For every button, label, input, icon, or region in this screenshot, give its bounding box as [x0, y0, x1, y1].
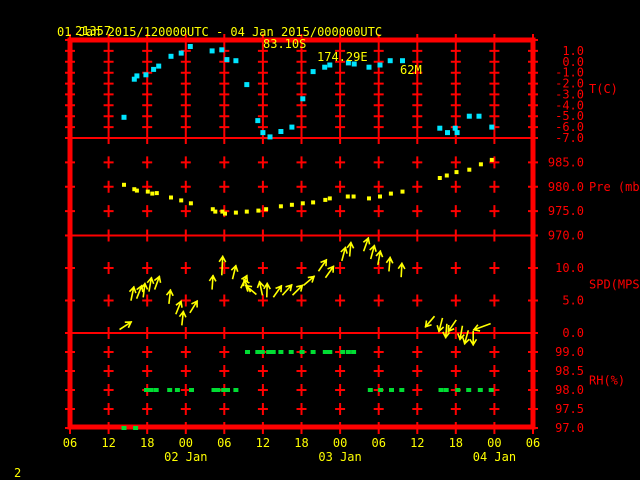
svg-text:98.0: 98.0: [555, 383, 584, 397]
svg-text:04 Jan: 04 Jan: [473, 450, 516, 464]
svg-text:SPD(MPS): SPD(MPS): [589, 277, 640, 291]
header-line1: 21357 83.10S 174.29E 62M: [0, 12, 422, 90]
wind_speed-series: [119, 236, 491, 347]
panel-dividers: [68, 137, 535, 334]
svg-text:00: 00: [487, 436, 501, 450]
relative_humidity-series: [121, 350, 494, 430]
page-number: 2: [14, 466, 22, 480]
svg-text:0.0: 0.0: [562, 55, 584, 69]
svg-text:06: 06: [63, 436, 77, 450]
svg-text:06: 06: [526, 436, 540, 450]
svg-text:1.0: 1.0: [562, 44, 584, 58]
plot-frame: [67, 37, 536, 430]
header-time-range: 01 Jan 2015/120000UTC - 04 Jan 2015/0000…: [57, 25, 383, 39]
svg-text:-1.0: -1.0: [555, 66, 584, 80]
station-latitude: 83.10S: [263, 37, 307, 51]
svg-text:18: 18: [140, 436, 154, 450]
svg-text:Pre (mb): Pre (mb): [589, 180, 640, 194]
svg-text:06: 06: [371, 436, 385, 450]
svg-text:06: 06: [217, 436, 231, 450]
svg-text:-3.0: -3.0: [555, 87, 584, 101]
pressure-series: [122, 157, 494, 216]
station-id: 21357: [75, 24, 112, 38]
svg-text:975.0: 975.0: [548, 204, 584, 218]
svg-text:97.0: 97.0: [555, 421, 584, 435]
svg-text:T(C): T(C): [589, 82, 618, 96]
x-axis-labels: 06 12 18 00 06 12 18 00 06 12 18 00 06 02 Jan 03 Jan 04…: [63, 436, 540, 464]
svg-text:RH(%): RH(%): [589, 374, 625, 388]
svg-text:5.0: 5.0: [562, 294, 584, 308]
svg-text:970.0: 970.0: [548, 229, 584, 243]
svg-text:02 Jan: 02 Jan: [164, 450, 207, 464]
svg-text:12: 12: [256, 436, 270, 450]
svg-text:10.0: 10.0: [555, 261, 584, 275]
svg-text:97.5: 97.5: [555, 402, 584, 416]
svg-text:98.5: 98.5: [555, 364, 584, 378]
svg-text:-7.0: -7.0: [555, 131, 584, 145]
svg-text:985.0: 985.0: [548, 155, 584, 169]
station-longitude: 174.29E: [317, 50, 368, 64]
svg-text:18: 18: [449, 436, 463, 450]
svg-text:-5.0: -5.0: [555, 109, 584, 123]
svg-text:-2.0: -2.0: [555, 77, 584, 91]
svg-text:-6.0: -6.0: [555, 120, 584, 134]
svg-text:00: 00: [179, 436, 193, 450]
station-elevation: 62M: [400, 63, 422, 77]
svg-text:980.0: 980.0: [548, 180, 584, 194]
svg-text:12: 12: [101, 436, 115, 450]
svg-text:00: 00: [333, 436, 347, 450]
y-axis-labels: 1.00.0-1.0-2.0-3.0-4.0-5.0-6.0-7.0T(C)98…: [548, 44, 640, 435]
svg-text:99.0: 99.0: [555, 345, 584, 359]
svg-text:0.0: 0.0: [562, 326, 584, 340]
grid-ticks: [65, 34, 538, 434]
svg-text:-4.0: -4.0: [555, 98, 584, 112]
temperature-series: [121, 44, 495, 140]
svg-text:03 Jan: 03 Jan: [318, 450, 361, 464]
svg-text:12: 12: [410, 436, 424, 450]
svg-text:18: 18: [294, 436, 308, 450]
